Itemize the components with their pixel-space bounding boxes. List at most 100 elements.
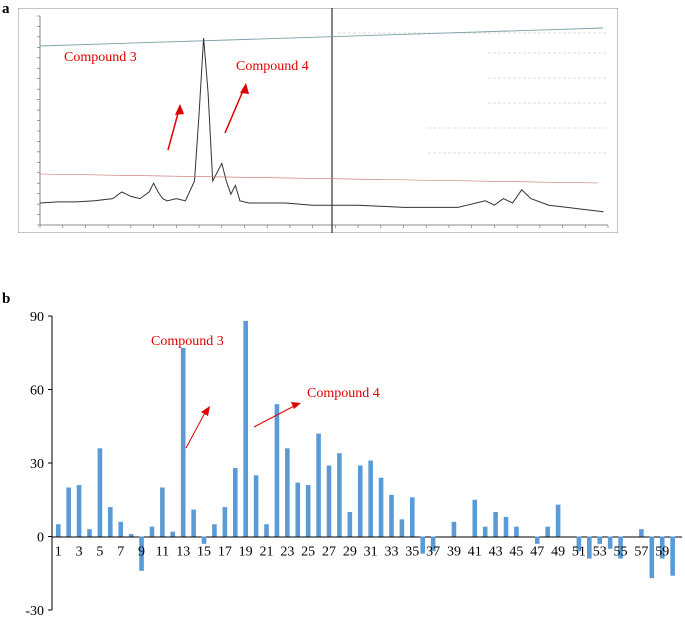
bar (285, 448, 290, 537)
bar (264, 524, 269, 537)
bar (597, 536, 603, 544)
bar (295, 482, 301, 537)
bar (618, 536, 623, 559)
bar (149, 526, 155, 537)
x-tick-label: 45 (509, 545, 523, 560)
x-tick-label: 51 (572, 545, 586, 560)
x-tick-label: 7 (117, 545, 124, 560)
bar (222, 507, 228, 537)
x-tick-label: 35 (405, 545, 419, 560)
y-tick-label: -30 (25, 604, 44, 618)
bar (420, 536, 426, 554)
bar (555, 504, 561, 537)
chromatogram-baseline (39, 173, 599, 184)
bar (118, 521, 124, 537)
bar (472, 499, 478, 537)
compound4-arrow-head (240, 83, 249, 94)
bar-chart-annotation-compound4: Compound 4 (307, 386, 380, 401)
bar (337, 453, 342, 537)
bar (649, 536, 655, 579)
x-tick-label: 3 (76, 545, 83, 560)
chromatogram-gradient-line (39, 27, 604, 47)
x-tick-label: 33 (384, 545, 398, 560)
y-tick-label: 0 (37, 531, 44, 546)
x-tick-label: 47 (530, 545, 544, 560)
x-tick-label: 25 (301, 545, 315, 560)
x-tick-label: 57 (634, 545, 648, 560)
bar (482, 526, 488, 537)
bar (76, 485, 82, 537)
y-tick-label: 30 (30, 457, 44, 472)
chromatogram-trace (39, 37, 604, 213)
bar-chart-annotation-compound3: Compound 3 (151, 334, 224, 349)
compound4-arrow-head (291, 402, 301, 409)
bar-chart-y-ticks: -30 0 30 60 90 (25, 310, 52, 618)
bar (534, 536, 540, 544)
y-tick-label: 60 (30, 384, 44, 399)
panel-label-a: a (2, 1, 10, 17)
bar (639, 529, 644, 537)
x-tick-label: 43 (489, 545, 503, 560)
compound4-arrow-line (253, 404, 297, 428)
bar (357, 465, 363, 537)
bar (659, 536, 665, 559)
bar (545, 526, 550, 537)
bar (607, 536, 613, 549)
x-tick-label: 5 (96, 545, 103, 560)
chromatogram-chart: Compound 3 Compound 4 (18, 8, 618, 233)
bar (347, 512, 353, 537)
bar (139, 536, 144, 571)
bar (160, 487, 165, 537)
bar-chart-bars (55, 320, 675, 579)
x-tick-label: 21 (260, 545, 274, 560)
bar (430, 536, 436, 552)
bar (201, 536, 207, 544)
chromatogram-grid (338, 32, 608, 154)
x-tick-label: 27 (322, 545, 336, 560)
x-tick-label: 39 (447, 545, 461, 560)
x-tick-label: 9 (138, 545, 145, 560)
bar (87, 529, 92, 537)
x-tick-label: 29 (343, 545, 357, 560)
bar-chart-x-ticks: 1 3 5 7 9 11 13 15 17 19 21 23 25 27 29 31 33 35 37 39 41 43 4… (55, 545, 669, 560)
x-tick-label: 23 (280, 545, 294, 560)
bar (232, 467, 238, 537)
chromatogram-annotation-compound4: Compound 4 (236, 59, 309, 74)
x-tick-label: 17 (218, 545, 232, 560)
bar (378, 477, 384, 537)
bar (670, 536, 675, 576)
bar (399, 519, 405, 537)
x-tick-label: 37 (426, 545, 440, 560)
compound3-arrow-head (201, 406, 210, 416)
bar (55, 524, 61, 537)
x-tick-label: 49 (551, 545, 565, 560)
bar (326, 465, 332, 537)
bar (305, 485, 311, 537)
y-tick-label: 90 (30, 310, 44, 325)
compound3-arrow-line (185, 408, 208, 449)
bar (389, 494, 394, 537)
x-tick-label: 19 (239, 545, 253, 560)
x-tick-label: 11 (156, 545, 169, 560)
bar (97, 448, 103, 537)
bar (180, 347, 186, 537)
x-tick-label: 41 (468, 545, 482, 560)
compound4-arrow-line (224, 85, 246, 134)
bar (316, 433, 321, 537)
bar (212, 524, 217, 537)
bar (503, 516, 509, 537)
bar (368, 460, 373, 537)
bar (243, 320, 248, 537)
bar (108, 507, 113, 537)
x-tick-label: 13 (176, 545, 190, 560)
bar (170, 531, 176, 537)
x-tick-label: 53 (593, 545, 607, 560)
bar (128, 534, 134, 537)
bar (576, 536, 582, 552)
x-tick-label: 59 (655, 545, 669, 560)
bar (587, 536, 592, 559)
x-tick-label: 1 (55, 545, 62, 560)
bar (191, 509, 196, 537)
bar (493, 512, 498, 537)
bar (451, 521, 457, 537)
